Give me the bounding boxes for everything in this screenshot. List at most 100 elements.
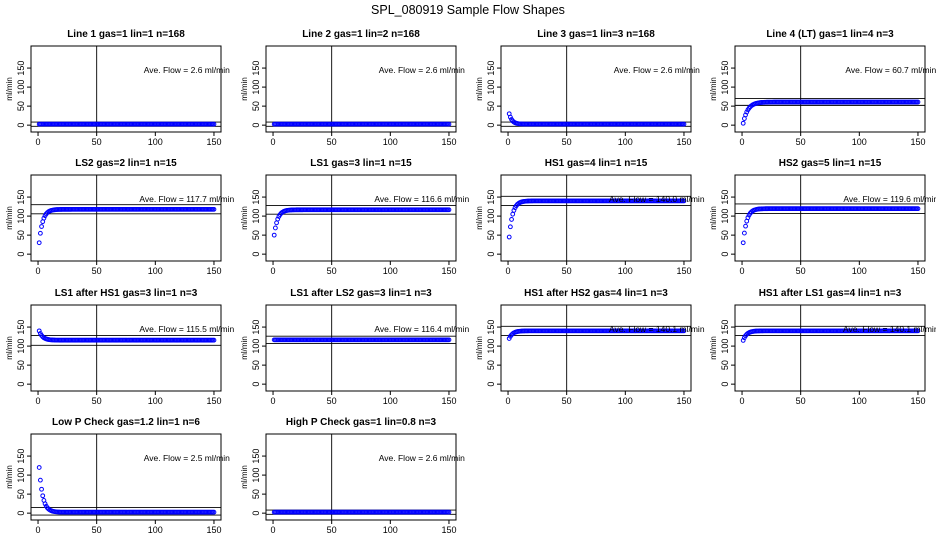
x-tick-label: 50 — [92, 396, 102, 406]
y-tick-label: 0 — [720, 382, 730, 387]
x-tick-label: 100 — [618, 396, 633, 406]
plot-area — [735, 305, 925, 391]
plot-area — [31, 434, 221, 520]
y-tick-label: 50 — [720, 360, 730, 370]
average-flow-annotation: Ave. Flow = 116.4 ml/min — [374, 324, 469, 334]
y-tick-label: 50 — [251, 360, 261, 370]
y-axis-label: ml/min — [240, 336, 249, 360]
panel-title: LS1 gas=3 lin=1 n=15 — [310, 158, 412, 169]
plot-frame — [30, 174, 222, 262]
x-tick-label: 0 — [506, 266, 511, 276]
y-tick-label: 50 — [16, 230, 26, 240]
panel-title: HS1 gas=4 lin=1 n=15 — [545, 158, 648, 169]
x-tick-label: 0 — [740, 396, 745, 406]
panel-10: LS1 after LS2 gas=3 lin=1 n=3 0 50 100 150 0 5… — [240, 288, 470, 406]
panel-2: Line 2 gas=1 lin=2 n=168 0 50 100 150 0 50 100 1… — [240, 29, 465, 147]
panel-title: Line 2 gas=1 lin=2 n=168 — [302, 29, 420, 40]
x-tick-label: 150 — [676, 396, 691, 406]
y-tick-label: 0 — [16, 252, 26, 257]
y-axis-label: ml/min — [5, 465, 14, 489]
panel-title: HS1 after LS1 gas=4 lin=1 n=3 — [759, 288, 902, 299]
x-tick-label: 50 — [92, 525, 102, 535]
data-point — [211, 337, 217, 343]
panel-12: HS1 after LS1 gas=4 lin=1 n=3 0 50 100 150 0 5… — [709, 288, 936, 406]
data-point — [681, 198, 687, 204]
plot-frame — [265, 174, 457, 262]
x-tick-label: 150 — [910, 137, 925, 147]
x-tick-label: 50 — [327, 137, 337, 147]
y-axis-label: ml/min — [475, 77, 484, 101]
y-tick-label: 150 — [486, 320, 496, 335]
y-tick-label: 100 — [16, 80, 26, 95]
plot-frame — [500, 304, 692, 392]
y-tick-label: 100 — [486, 339, 496, 354]
panel-title: HS2 gas=5 lin=1 n=15 — [779, 158, 882, 169]
average-flow-annotation: Ave. Flow = 140.1 ml/min — [609, 324, 705, 334]
x-tick-label: 0 — [271, 266, 276, 276]
plot-frame — [500, 45, 692, 133]
x-tick-label: 150 — [441, 266, 456, 276]
x-tick-label: 50 — [92, 266, 102, 276]
y-tick-label: 150 — [251, 320, 261, 335]
data-point — [211, 121, 217, 127]
y-tick-label: 100 — [251, 209, 261, 224]
x-tick-label: 100 — [852, 396, 867, 406]
x-tick-label: 100 — [383, 525, 398, 535]
average-flow-annotation: Ave. Flow = 2.6 ml/min — [379, 453, 465, 463]
plot-area — [31, 305, 221, 391]
plot-area — [501, 46, 691, 132]
y-tick-label: 0 — [251, 511, 261, 516]
x-tick-label: 0 — [36, 396, 41, 406]
panel-title: Line 4 (LT) gas=1 lin=4 n=3 — [766, 29, 894, 40]
plot-area — [31, 46, 221, 132]
y-tick-label: 50 — [720, 101, 730, 111]
plot-frame — [30, 433, 222, 521]
average-flow-annotation: Ave. Flow = 2.5 ml/min — [144, 453, 230, 463]
y-axis-label: ml/min — [5, 206, 14, 230]
x-tick-label: 150 — [206, 137, 221, 147]
panel-grid: Line 1 gas=1 lin=1 n=168 0 50 100 150 0 50 100 1… — [5, 29, 936, 535]
data-point — [446, 207, 452, 213]
y-tick-label: 50 — [16, 360, 26, 370]
y-axis-label: ml/min — [240, 465, 249, 489]
y-tick-label: 100 — [720, 80, 730, 95]
y-tick-label: 100 — [486, 209, 496, 224]
x-tick-label: 100 — [148, 137, 163, 147]
data-point — [271, 232, 277, 238]
y-tick-label: 0 — [251, 252, 261, 257]
data-point — [37, 230, 43, 236]
figure-title: SPL_080919 Sample Flow Shapes — [371, 3, 565, 17]
y-axis-label: ml/min — [475, 336, 484, 360]
x-tick-label: 150 — [676, 266, 691, 276]
panel-14: High P Check gas=1 lin=0.8 n=3 0 50 100 150 0… — [240, 417, 465, 535]
y-tick-label: 50 — [251, 230, 261, 240]
plot-frame — [265, 304, 457, 392]
y-tick-label: 150 — [16, 190, 26, 205]
x-tick-label: 0 — [740, 137, 745, 147]
plot-area — [501, 175, 691, 261]
plot-frame — [265, 433, 457, 521]
y-tick-label: 0 — [720, 252, 730, 257]
x-tick-label: 0 — [271, 137, 276, 147]
y-axis-label: ml/min — [240, 77, 249, 101]
plot-area — [266, 175, 456, 261]
panel-1: Line 1 gas=1 lin=1 n=168 0 50 100 150 0 50 100 1… — [5, 29, 230, 147]
x-tick-label: 0 — [506, 137, 511, 147]
x-tick-label: 150 — [676, 137, 691, 147]
x-tick-label: 100 — [618, 266, 633, 276]
data-point — [42, 501, 48, 507]
data-point — [915, 206, 921, 212]
data-point — [40, 493, 46, 499]
panel-5: LS2 gas=2 lin=1 n=150 50 100 150050100150ml… — [5, 158, 235, 276]
data-point — [511, 208, 517, 213]
y-tick-label: 100 — [16, 339, 26, 354]
plot-frame — [734, 174, 926, 262]
panel-4: Line 4 (LT) gas=1 lin=4 n=3 0 50 100 150 0 50 1… — [709, 29, 936, 147]
panel-7: HS1 gas=4 lin=1 n=150 50 100 150050100150ml… — [475, 158, 705, 276]
x-tick-label: 150 — [441, 525, 456, 535]
data-point — [509, 217, 514, 222]
x-tick-label: 150 — [206, 525, 221, 535]
panel-title: Low P Check gas=1.2 lin=1 n=6 — [52, 417, 200, 428]
plot-area — [266, 305, 456, 391]
average-flow-annotation: Ave. Flow = 2.6 ml/min — [144, 65, 230, 75]
